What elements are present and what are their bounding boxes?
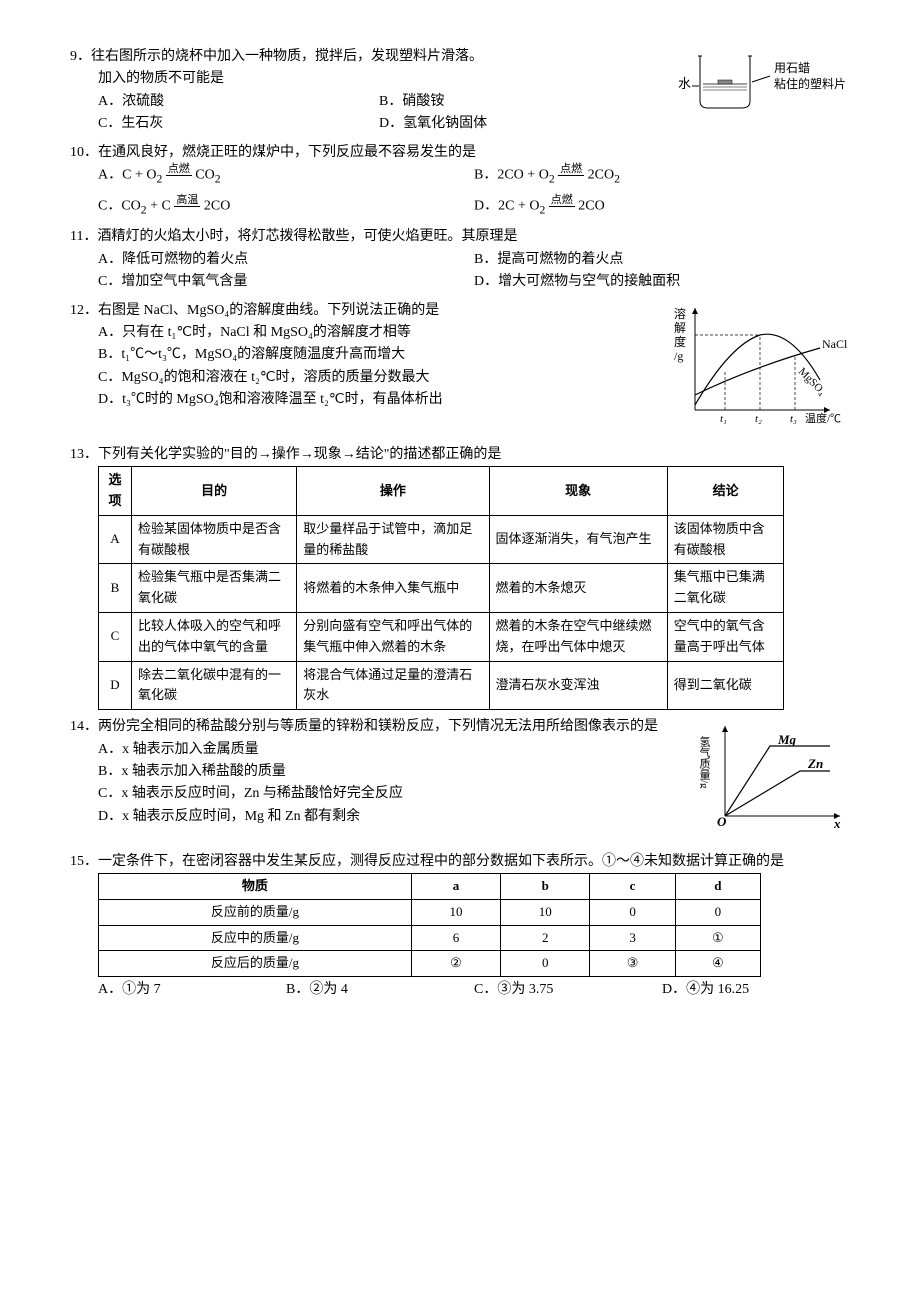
table-row: D除去二氧化碳中混有的一氧化碳将混合气体通过足量的澄清石灰水澄清石灰水变浑浊得到… <box>99 661 784 710</box>
question-13: 13．下列有关化学实验的"目的→操作→现象→结论"的描述都正确的是 选项 目的 … <box>70 444 850 710</box>
svg-text:/g: /g <box>674 349 683 363</box>
q12-opt-b: B．t₁℃～t₃℃，MgSO₄的溶解度随温度升高而增大 <box>70 344 660 366</box>
q13-h4: 结论 <box>667 467 784 516</box>
q15-opt-c: C．③为 3.75 <box>474 979 662 1001</box>
q10-opt-b: B．2CO + O2 点燃 2CO2 <box>474 164 850 189</box>
table-row: A检验某固体物质中是否含有碳酸根取少量样品于试管中，滴加足量的稀盐酸固体逐渐消失… <box>99 515 784 564</box>
q11-text: 酒精灯的火焰太小时，将灯芯拨得松散些，可使火焰更旺。其原理是 <box>97 229 517 244</box>
q15-opt-a: A．①为 7 <box>98 979 286 1001</box>
q13-h3: 现象 <box>489 467 667 516</box>
q9-num: 9． <box>70 49 91 64</box>
q11-opt-a: A．降低可燃物的着火点 <box>98 249 474 271</box>
svg-text:t₂: t₂ <box>755 413 762 425</box>
svg-text:t₁: t₁ <box>720 413 727 425</box>
q9-figure: 水 用石蜡 粘住的塑料片 <box>670 46 850 134</box>
table-row: 选项 目的 操作 现象 结论 <box>99 467 784 516</box>
q9-label-note2: 粘住的塑料片 <box>774 76 846 91</box>
q9-label-water: 水 <box>678 76 691 91</box>
q14-opt-d: D．x 轴表示反应时间，Mg 和 Zn 都有剩余 <box>70 806 690 828</box>
svg-text:Mg: Mg <box>777 732 797 747</box>
svg-text:MgSO₄: MgSO₄ <box>796 365 828 397</box>
q15-table: 物质 a b c d 反应前的质量/g101000 反应中的质量/g623① 反… <box>98 873 761 977</box>
q13-h0: 选项 <box>99 467 132 516</box>
q13-num: 13． <box>70 447 98 462</box>
q11-opt-d: D．增大可燃物与空气的接触面积 <box>474 271 850 293</box>
question-10: 10．在通风良好，燃烧正旺的煤炉中，下列反应最不容易发生的是 A．C + O2 … <box>70 142 850 221</box>
table-row: 物质 a b c d <box>99 874 761 900</box>
question-14: 14．两份完全相同的稀盐酸分别与等质量的锌粉和镁粉反应，下列情况无法用所给图像表… <box>70 716 850 844</box>
q11-opt-b: B．提高可燃物的着火点 <box>474 249 850 271</box>
svg-text:氢气质量/g: 氢气质量/g <box>700 735 711 789</box>
q10-text: 在通风良好，燃烧正旺的煤炉中，下列反应最不容易发生的是 <box>98 145 476 160</box>
svg-text:x: x <box>833 816 841 831</box>
table-row: C比较人体吸入的空气和呼出的气体中氧气的含量分别向盛有空气和呼出气体的集气瓶中伸… <box>99 613 784 662</box>
q10-opt-a: A．C + O2 点燃 CO2 <box>98 164 474 189</box>
q9-label-note1: 用石蜡 <box>774 61 810 75</box>
question-9: 9．往右图所示的烧杯中加入一种物质，搅拌后，发现塑料片滑落。 加入的物质不可能是… <box>70 46 850 136</box>
q13-h1: 目的 <box>131 467 296 516</box>
svg-text:NaCl: NaCl <box>822 337 848 351</box>
q11-num: 11． <box>70 229 97 244</box>
svg-text:温度/℃: 温度/℃ <box>805 411 841 425</box>
svg-text:溶: 溶 <box>674 306 686 321</box>
q10-opt-c: C．CO2 + C 高温 2CO <box>98 195 474 220</box>
q11-opt-c: C．增加空气中氧气含量 <box>98 271 474 293</box>
q12-text: 右图是 NaCl、MgSO₄的溶解度曲线。下列说法正确的是 <box>98 303 439 318</box>
table-row: B检验集气瓶中是否集满二氧化碳将燃着的木条伸入集气瓶中燃着的木条熄灭集气瓶中已集… <box>99 564 784 613</box>
q12-opt-a: A．只有在 t₁℃时，NaCl 和 MgSO₄的溶解度才相等 <box>70 322 660 344</box>
q15-opt-b: B．②为 4 <box>286 979 474 1001</box>
svg-text:度: 度 <box>674 334 686 349</box>
q15-num: 15． <box>70 854 98 869</box>
q14-opt-c: C．x 轴表示反应时间，Zn 与稀盐酸恰好完全反应 <box>70 783 690 805</box>
q14-opt-b: B．x 轴表示加入稀盐酸的质量 <box>70 761 690 783</box>
svg-text:Zn: Zn <box>807 756 823 771</box>
q9-sub: 加入的物质不可能是 <box>70 68 660 90</box>
svg-text:t₃: t₃ <box>790 413 797 425</box>
question-12: 12．右图是 NaCl、MgSO₄的溶解度曲线。下列说法正确的是 A．只有在 t… <box>70 300 850 438</box>
table-row: 反应中的质量/g623① <box>99 925 761 951</box>
table-row: 反应前的质量/g101000 <box>99 899 761 925</box>
q14-opt-a: A．x 轴表示加入金属质量 <box>70 739 690 761</box>
q12-opt-d: D．t₃℃时的 MgSO₄饱和溶液降温至 t₂℃时，有晶体析出 <box>70 389 660 411</box>
table-row: 反应后的质量/g②0③④ <box>99 951 761 977</box>
q12-num: 12． <box>70 303 98 318</box>
q15-text: 一定条件下，在密闭容器中发生某反应，测得反应过程中的部分数据如下表所示。①～④未… <box>98 854 784 869</box>
svg-text:解: 解 <box>674 321 686 335</box>
q9-opt-d: D．氢氧化钠固体 <box>379 113 660 135</box>
svg-text:O: O <box>717 814 727 829</box>
q14-figure: Mg Zn O x 氢气质量/g <box>700 716 850 844</box>
q13-table: 选项 目的 操作 现象 结论 A检验某固体物质中是否含有碳酸根取少量样品于试管中… <box>98 466 784 710</box>
q12-opt-c: C．MgSO₄的饱和溶液在 t₂℃时，溶质的质量分数最大 <box>70 367 660 389</box>
q13-h2: 操作 <box>297 467 489 516</box>
question-15: 15．一定条件下，在密闭容器中发生某反应，测得反应过程中的部分数据如下表所示。①… <box>70 851 850 1002</box>
q9-text: 往右图所示的烧杯中加入一种物质，搅拌后，发现塑料片滑落。 <box>91 49 483 64</box>
q15-opt-d: D．④为 16.25 <box>662 979 850 1001</box>
q9-opt-b: B．硝酸铵 <box>379 91 660 113</box>
q10-num: 10． <box>70 145 98 160</box>
q14-text: 两份完全相同的稀盐酸分别与等质量的锌粉和镁粉反应，下列情况无法用所给图像表示的是 <box>98 719 658 734</box>
q10-opt-d: D．2C + O2 点燃 2CO <box>474 195 850 220</box>
q9-opt-c: C．生石灰 <box>98 113 379 135</box>
q14-num: 14． <box>70 719 98 734</box>
question-11: 11．酒精灯的火焰太小时，将灯芯拨得松散些，可使火焰更旺。其原理是 A．降低可燃… <box>70 226 850 293</box>
q9-opt-a: A．浓硫酸 <box>98 91 379 113</box>
q12-figure: 溶 解 度 /g NaCl MgSO₄ t₁ t₂ t₃ 温度/℃ <box>670 300 850 438</box>
q13-text: 下列有关化学实验的"目的→操作→现象→结论"的描述都正确的是 <box>98 447 501 462</box>
